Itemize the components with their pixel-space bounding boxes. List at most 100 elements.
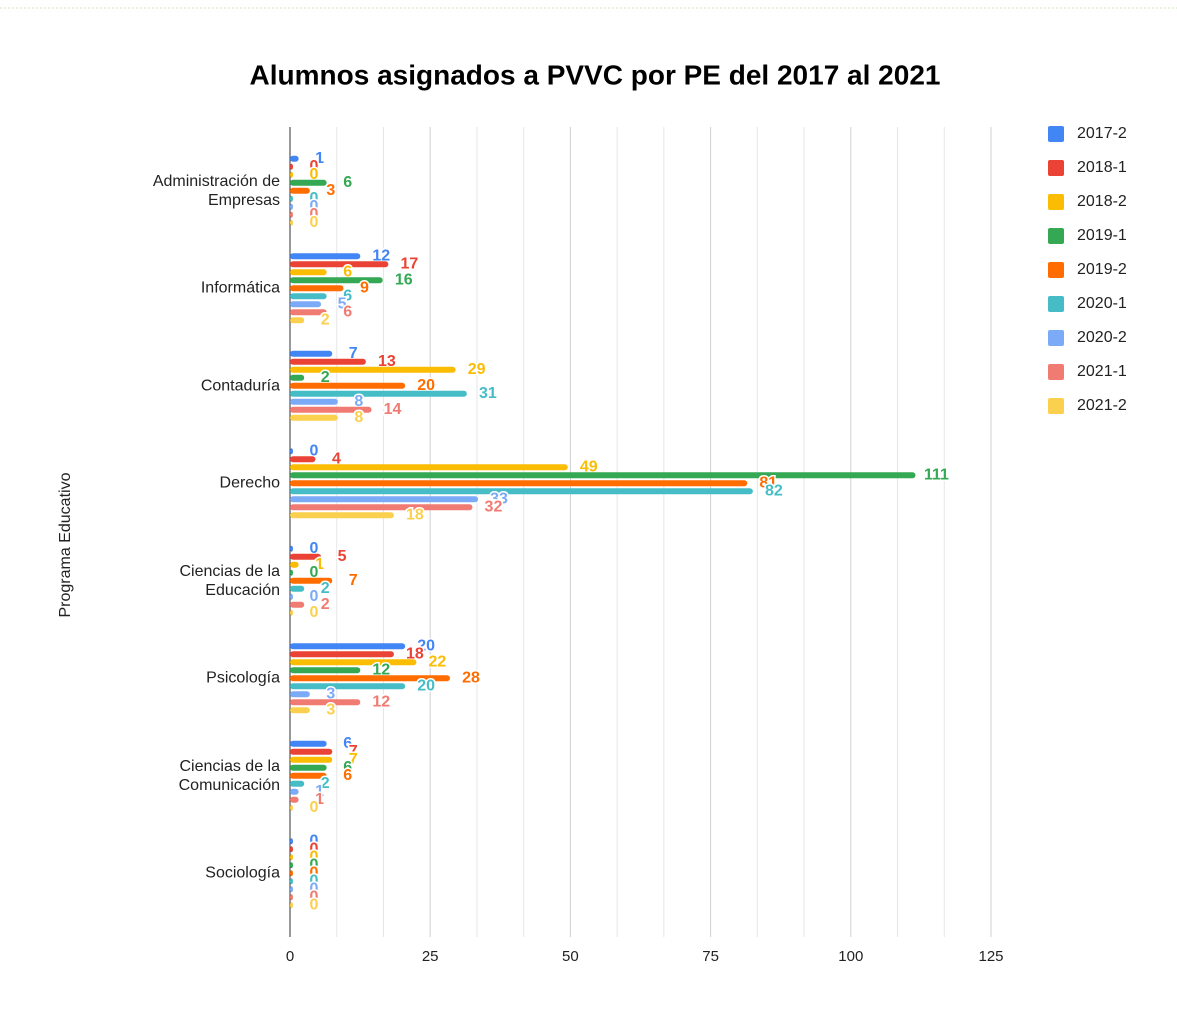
data-label: 7	[349, 345, 358, 362]
data-label: 7	[349, 751, 358, 768]
data-label: 33	[490, 490, 508, 507]
data-label: 0	[310, 840, 319, 857]
bar	[290, 472, 916, 479]
data-label: 20	[417, 677, 435, 694]
data-label: 0	[310, 214, 319, 231]
data-label: 7	[349, 572, 358, 589]
bar	[290, 219, 294, 226]
legend-swatch	[1048, 262, 1064, 278]
data-label: 111	[924, 466, 949, 483]
bar	[290, 317, 305, 324]
bar	[290, 780, 305, 787]
data-label: 0	[310, 872, 319, 889]
bar	[290, 285, 344, 292]
legend-swatch	[1048, 126, 1064, 142]
bar	[290, 398, 338, 405]
bar	[290, 309, 327, 316]
category-label: Ciencias de la Comunicación	[178, 757, 280, 794]
bar	[290, 374, 305, 381]
bar	[290, 382, 406, 389]
bar	[290, 155, 299, 162]
bar	[290, 366, 456, 373]
x-tick-label: 25	[422, 948, 439, 965]
data-label: 1	[315, 556, 324, 573]
bar	[290, 894, 294, 901]
legend-swatch	[1048, 398, 1064, 414]
data-label: 20	[417, 377, 435, 394]
data-label: 2	[321, 580, 330, 597]
legend-swatch	[1048, 330, 1064, 346]
y-axis-title: Programa Educativo	[57, 472, 74, 617]
bar	[290, 772, 327, 779]
data-label: 2	[321, 311, 330, 328]
bar	[290, 886, 294, 893]
bar	[290, 488, 753, 495]
x-tick-label: 75	[702, 948, 719, 965]
bar	[290, 496, 479, 503]
bar	[290, 480, 748, 487]
data-label: 0	[310, 888, 319, 905]
x-tick-label: 0	[286, 948, 294, 965]
data-label: 6	[343, 174, 352, 191]
data-label: 6	[343, 767, 352, 784]
bar	[290, 187, 310, 194]
data-label: 3	[326, 685, 335, 702]
bar	[290, 163, 294, 170]
legend-swatch	[1048, 296, 1064, 312]
data-label: 0	[310, 198, 319, 215]
data-label: 1	[315, 150, 324, 167]
bar	[290, 448, 294, 455]
data-label: 6	[343, 303, 352, 320]
bar	[290, 870, 294, 877]
bar	[290, 601, 305, 608]
legend-label: 2018-2	[1077, 193, 1127, 210]
data-label: 81	[759, 474, 777, 491]
data-label: 1	[315, 783, 324, 800]
bar	[290, 862, 294, 869]
data-label: 14	[384, 401, 402, 418]
data-label: 20	[417, 637, 435, 654]
bar	[290, 838, 294, 845]
bar	[290, 211, 294, 218]
bar	[290, 740, 327, 747]
data-label: 0	[310, 588, 319, 605]
data-label: 6	[343, 263, 352, 280]
legend-swatch	[1048, 364, 1064, 380]
data-label: 82	[765, 482, 783, 499]
data-label: 32	[485, 498, 503, 515]
bar	[290, 796, 299, 803]
bar	[290, 804, 294, 811]
category-label: Psicología	[206, 669, 280, 687]
x-tick-label: 50	[562, 948, 579, 965]
data-label: 18	[406, 506, 424, 523]
bar	[290, 406, 372, 413]
bar	[290, 179, 327, 186]
bar	[290, 667, 361, 674]
data-label: 7	[349, 743, 358, 760]
bar	[290, 609, 294, 616]
data-label: 5	[338, 295, 347, 312]
data-label: 17	[400, 255, 418, 272]
bar	[290, 504, 473, 511]
bar	[290, 545, 294, 552]
data-label: 0	[310, 206, 319, 223]
data-label: 3	[326, 182, 335, 199]
bar	[290, 358, 366, 365]
data-label: 29	[468, 361, 486, 378]
bar	[290, 585, 305, 592]
data-label: 5	[338, 548, 347, 565]
data-label: 16	[395, 271, 413, 288]
data-label: 6	[343, 759, 352, 776]
bar	[290, 902, 294, 909]
data-label: 0	[310, 856, 319, 873]
data-label: 0	[310, 864, 319, 881]
category-label: Administración de Empresas	[152, 172, 280, 209]
chart-title: Alumnos asignados a PVVC por PE del 2017…	[250, 59, 941, 90]
bar	[290, 456, 316, 463]
bar	[290, 414, 338, 421]
bar	[290, 878, 294, 885]
bar	[290, 269, 327, 276]
bar	[290, 691, 310, 698]
data-label: 8	[354, 409, 363, 426]
